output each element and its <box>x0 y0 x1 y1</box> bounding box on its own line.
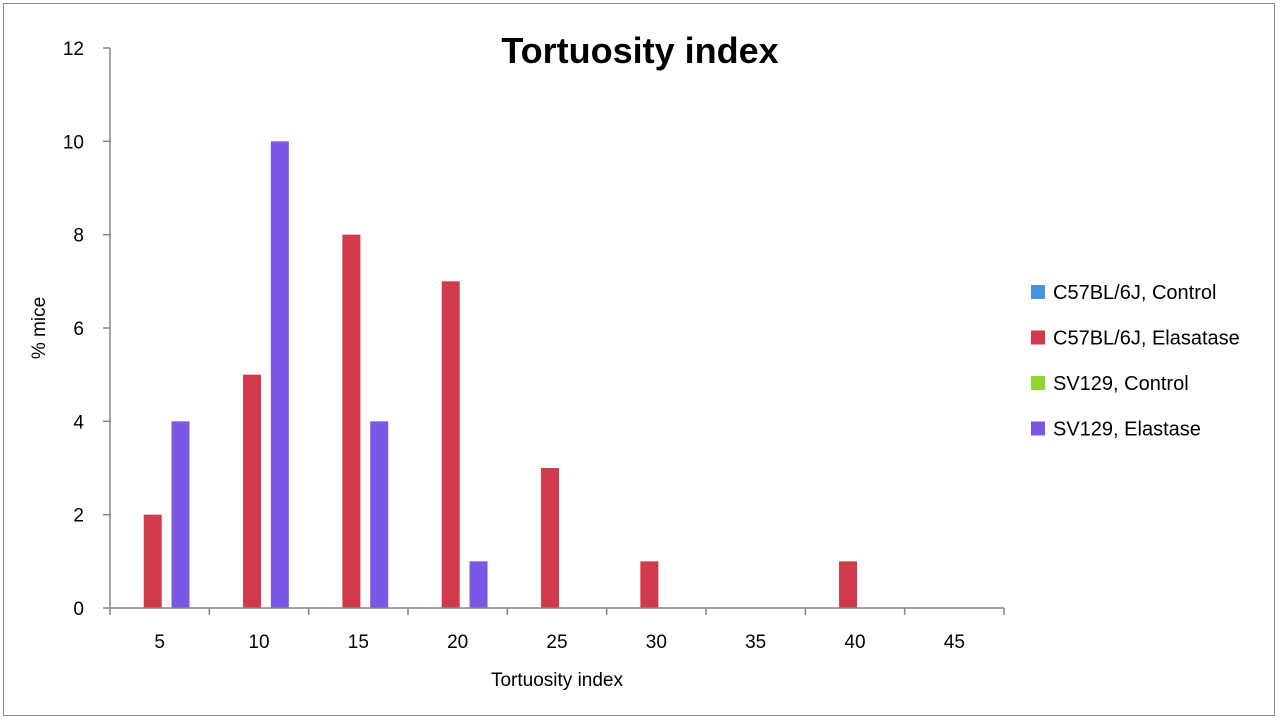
legend-label: C57BL/6J, Elasatase <box>1053 328 1240 350</box>
x-tick-label: 20 <box>447 632 468 653</box>
bar <box>171 421 190 608</box>
bar <box>640 561 659 608</box>
y-tick-label: 2 <box>73 506 84 527</box>
legend-swatch <box>1031 376 1045 390</box>
x-axis-title: Tortuosity index <box>491 670 624 691</box>
y-axis-title: % mice <box>29 297 50 359</box>
legend-label: SV129, Control <box>1053 373 1189 395</box>
x-axis: 5 10 15 20 25 30 35 40 45 <box>109 608 1005 653</box>
bar <box>469 561 488 608</box>
y-tick-label: 0 <box>73 599 84 620</box>
x-tick-label: 25 <box>546 632 567 653</box>
legend-swatch <box>1031 285 1045 299</box>
x-tick-label: 30 <box>646 632 667 653</box>
bar <box>143 514 162 608</box>
bars <box>143 141 858 609</box>
bar <box>342 234 361 608</box>
x-tick-label: 35 <box>745 632 766 653</box>
y-axis: 0 2 4 6 8 10 12 <box>63 39 110 620</box>
legend: C57BL/6J, Control C57BL/6J, Elasatase SV12… <box>1031 282 1240 441</box>
y-tick-label: 12 <box>63 39 84 60</box>
x-tick-label: 40 <box>844 632 865 653</box>
x-tick-label: 15 <box>348 632 369 653</box>
y-tick-label: 10 <box>63 132 84 153</box>
x-tick-label: 45 <box>944 632 965 653</box>
x-tick-label: 10 <box>248 632 269 653</box>
chart-title: Tortuosity index <box>501 30 778 71</box>
legend-label: SV129, Elastase <box>1053 419 1201 441</box>
x-tick-label: 5 <box>154 632 165 653</box>
bar <box>839 561 858 608</box>
legend-swatch <box>1031 330 1045 345</box>
legend-label: C57BL/6J, Control <box>1053 282 1216 304</box>
bar <box>270 141 289 609</box>
bar <box>243 374 262 608</box>
bar <box>541 468 560 608</box>
y-tick-label: 4 <box>73 412 84 433</box>
y-tick-label: 6 <box>73 319 84 340</box>
bar <box>441 281 460 608</box>
bar <box>370 421 389 608</box>
legend-swatch <box>1031 421 1045 436</box>
chart-frame <box>3 3 1275 716</box>
y-tick-label: 8 <box>73 226 84 247</box>
